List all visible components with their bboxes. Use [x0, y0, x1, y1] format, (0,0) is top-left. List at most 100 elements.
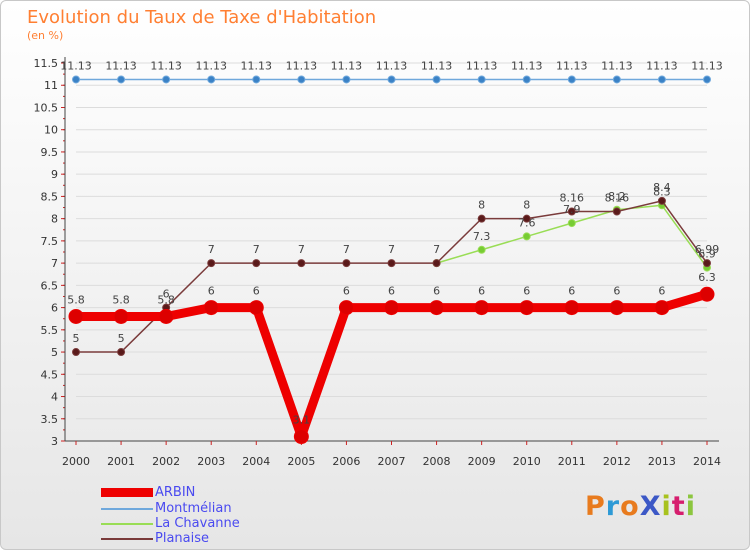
- legend-label-arbin: ARBIN: [155, 485, 196, 500]
- x-tick-label: 2013: [648, 455, 676, 468]
- data-point-la-chavanne: [522, 232, 531, 241]
- data-label-planaise: 7: [253, 243, 260, 256]
- data-point-montmelian: [477, 75, 486, 84]
- legend-item-arbin[interactable]: ARBIN: [101, 485, 195, 500]
- data-point-planaise: [703, 259, 711, 268]
- x-tick-label: 2011: [558, 455, 586, 468]
- data-label-planaise: 5: [118, 332, 125, 345]
- data-point-planaise: [297, 259, 306, 268]
- data-label-arbin: 5.8: [157, 293, 175, 306]
- data-point-arbin: [68, 308, 84, 324]
- data-label-arbin: 6: [613, 285, 620, 298]
- data-point-planaise: [72, 348, 80, 357]
- data-point-montmelian: [162, 75, 171, 84]
- data-point-planaise: [387, 259, 396, 268]
- data-label-montmelian: 11.13: [376, 59, 408, 72]
- data-label-la-chavanne: 7.6: [518, 216, 536, 229]
- x-tick-label: 2007: [378, 455, 406, 468]
- data-label-montmelian: 11.13: [195, 59, 227, 72]
- y-tick-label: 6: [51, 302, 58, 315]
- data-label-montmelian: 11.13: [601, 59, 633, 72]
- data-point-arbin: [654, 300, 670, 316]
- data-label-planaise: 5: [73, 332, 80, 345]
- legend-item-planaise[interactable]: Planaise: [101, 531, 209, 546]
- data-label-arbin: 6: [343, 285, 350, 298]
- data-point-montmelian: [387, 75, 396, 84]
- data-point-arbin: [203, 300, 219, 316]
- data-label-montmelian: 11.13: [60, 59, 92, 72]
- data-label-planaise: 7: [298, 243, 305, 256]
- y-tick-label: 8: [51, 213, 58, 226]
- data-label-montmelian: 11.13: [511, 59, 543, 72]
- data-point-arbin: [474, 300, 490, 316]
- data-label-montmelian: 11.13: [105, 59, 137, 72]
- data-label-la-chavanne: 7.3: [473, 230, 491, 243]
- data-label-arbin: 5.8: [67, 293, 85, 306]
- legend-item-la-chavanne[interactable]: La Chavanne: [101, 516, 240, 531]
- y-tick-label: 4: [51, 391, 58, 404]
- data-label-montmelian: 11.13: [556, 59, 588, 72]
- data-point-arbin: [564, 300, 580, 316]
- data-label-planaise: 8.4: [653, 181, 671, 194]
- data-point-planaise: [117, 348, 126, 357]
- legend-label-planaise: Planaise: [155, 531, 210, 546]
- y-tick-label: 5: [51, 346, 58, 359]
- data-label-montmelian: 11.13: [331, 59, 363, 72]
- data-label-arbin: 6.3: [698, 271, 716, 284]
- y-tick-label: 6.5: [41, 279, 59, 292]
- x-tick-label: 2001: [107, 455, 135, 468]
- data-point-arbin: [158, 308, 174, 324]
- y-tick-label: 7.5: [41, 235, 59, 248]
- data-label-arbin: 6: [568, 285, 575, 298]
- x-tick-label: 2003: [197, 455, 225, 468]
- data-point-montmelian: [117, 75, 126, 84]
- data-label-planaise: 8: [523, 199, 530, 212]
- data-label-planaise: 8.16: [560, 192, 585, 205]
- data-point-planaise: [342, 259, 351, 268]
- data-point-planaise: [657, 196, 666, 205]
- data-label-arbin: 6: [433, 285, 440, 298]
- y-tick-label: 10: [44, 124, 58, 137]
- data-label-planaise: 7: [343, 243, 350, 256]
- data-point-arbin: [384, 300, 399, 316]
- data-label-planaise: 7: [208, 243, 215, 256]
- proxiti-logo: ProXiti: [585, 491, 696, 522]
- data-label-arbin: 6: [388, 285, 395, 298]
- data-label-montmelian: 11.13: [286, 59, 318, 72]
- data-point-arbin: [293, 429, 309, 445]
- y-tick-label: 9: [51, 168, 58, 181]
- data-label-montmelian: 11.13: [241, 59, 273, 72]
- y-tick-label: 9.5: [41, 146, 59, 159]
- x-tick-label: 2014: [693, 455, 721, 468]
- legend-swatch-la-chavanne: [101, 522, 153, 525]
- data-label-la-chavanne: 8.2: [608, 190, 626, 203]
- data-label-arbin: 6: [523, 285, 530, 298]
- data-point-planaise: [477, 214, 486, 223]
- legend-label-la-chavanne: La Chavanne: [155, 516, 240, 531]
- x-tick-label: 2006: [332, 455, 360, 468]
- data-point-arbin: [609, 300, 625, 316]
- data-label-montmelian: 11.13: [691, 59, 723, 72]
- data-point-arbin: [113, 308, 129, 324]
- x-tick-label: 2012: [603, 455, 631, 468]
- data-label-planaise: 6.99: [695, 243, 720, 256]
- data-point-arbin: [699, 286, 715, 302]
- y-tick-label: 3: [51, 435, 58, 448]
- data-point-la-chavanne: [477, 245, 486, 254]
- data-label-planaise: 6: [163, 288, 170, 301]
- data-label-montmelian: 11.13: [646, 59, 678, 72]
- legend-swatch-arbin: [101, 488, 153, 497]
- legend-item-montmelian[interactable]: Montmélian: [101, 501, 232, 516]
- data-point-montmelian: [432, 75, 441, 84]
- chart-title: Evolution du Taux de Taxe d'Habitation: [27, 7, 377, 28]
- x-tick-label: 2000: [62, 455, 90, 468]
- y-tick-label: 5.5: [41, 324, 59, 337]
- data-label-montmelian: 11.13: [150, 59, 182, 72]
- data-point-montmelian: [207, 75, 216, 84]
- data-point-planaise: [432, 259, 441, 268]
- x-tick-label: 2002: [152, 455, 180, 468]
- y-tick-label: 4.5: [41, 368, 59, 381]
- data-point-arbin: [429, 300, 445, 316]
- data-point-montmelian: [567, 75, 576, 84]
